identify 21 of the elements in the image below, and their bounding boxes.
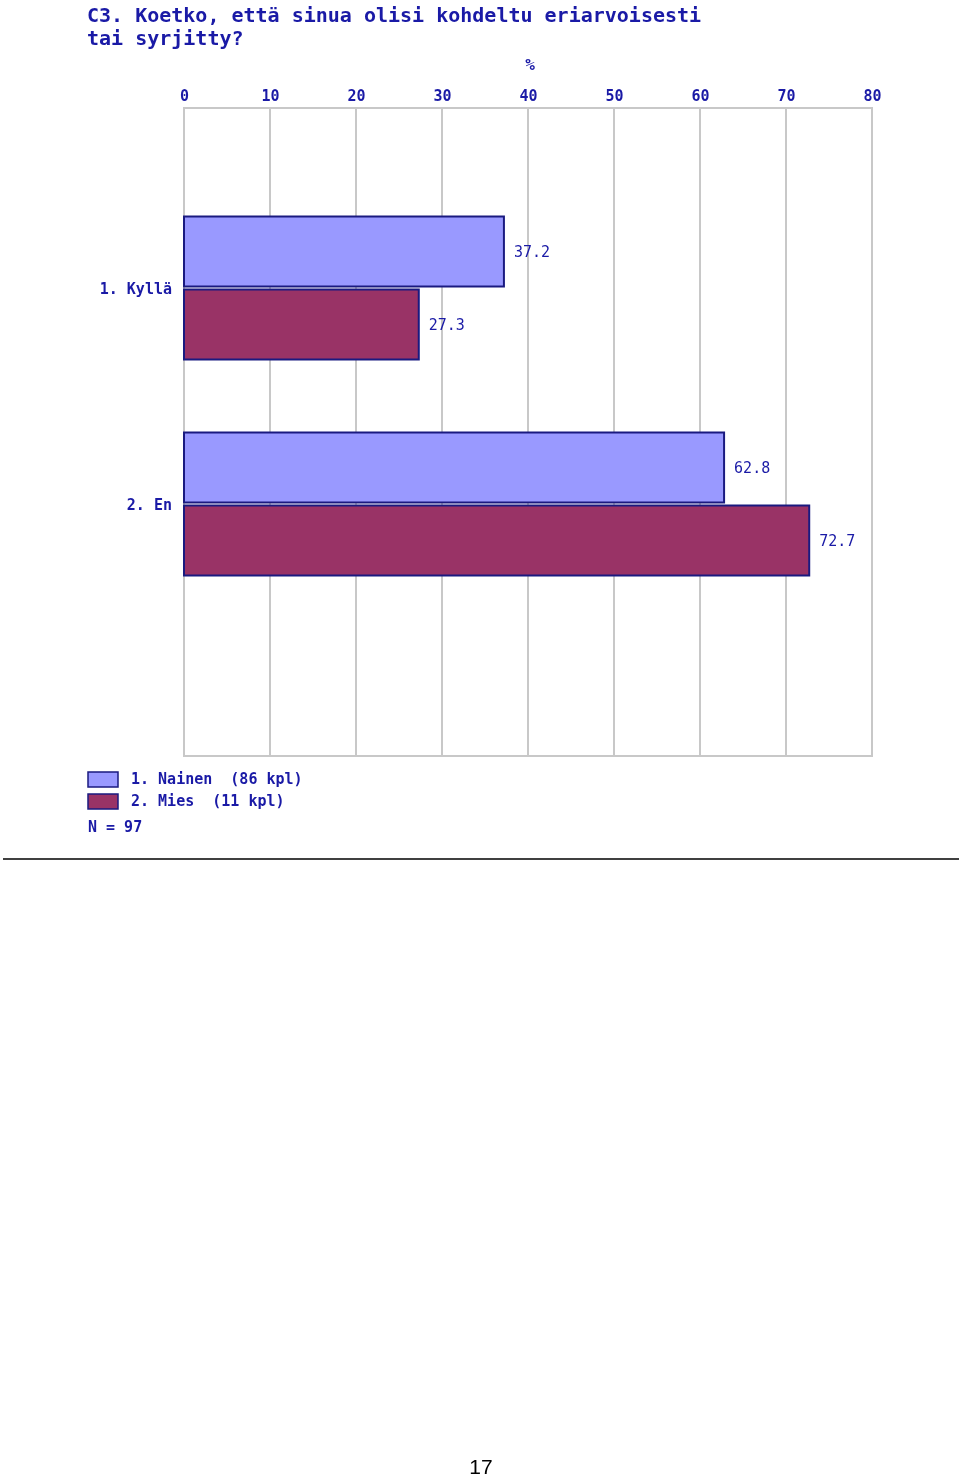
data-label: 27.3: [428, 315, 465, 334]
x-tick-label: 80: [863, 87, 882, 105]
x-tick-label: 20: [347, 87, 366, 105]
data-label: 37.2: [513, 242, 551, 261]
chart-title: C3. Koetko, että sinua olisi kohdeltu eriarvoisesti tai syrjitty?: [87, 3, 702, 50]
legend-label: 1. Nainen (86 kpl): [131, 770, 303, 788]
data-label: 62.8: [734, 458, 771, 477]
text: 17: [469, 1455, 493, 1476]
x-tick-label: 0: [179, 87, 190, 105]
data-label: 72.7: [819, 531, 856, 550]
x-tick-label: 30: [433, 87, 452, 105]
x-tick-label: 40: [519, 87, 538, 105]
y-tick-label: 2. En: [126, 496, 172, 514]
legend-label: 2. Mies (11 kpl): [131, 792, 285, 810]
text: N = 97: [88, 818, 143, 836]
x-tick-label: 10: [261, 87, 280, 105]
x-tick-label: 50: [605, 87, 624, 105]
x-tick-label: 70: [777, 87, 796, 105]
x-tick-label: 60: [691, 87, 710, 105]
x-axis-title: %: [525, 55, 536, 74]
y-tick-label: 1. Kyllä: [99, 280, 172, 298]
